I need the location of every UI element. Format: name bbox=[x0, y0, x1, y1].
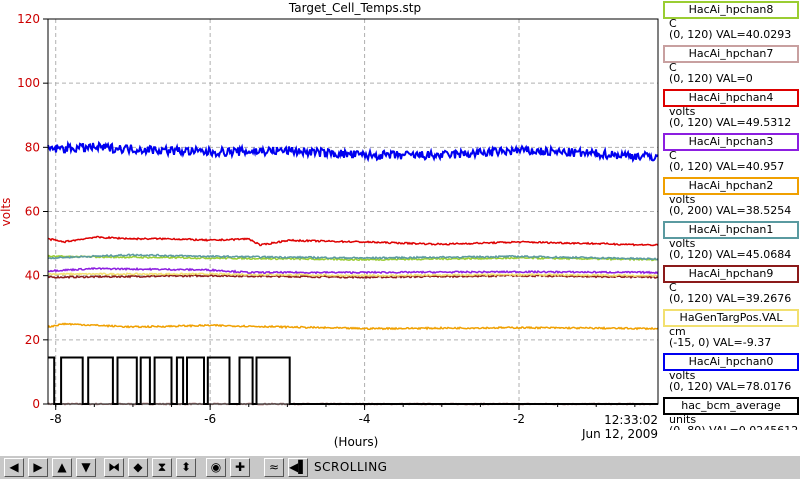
autoscale-icon[interactable]: ≈ bbox=[264, 458, 284, 477]
legend-range-value: (-15, 0) VAL=-9.37 bbox=[669, 336, 772, 349]
legend-range-value: (0, 120) VAL=45.0684 bbox=[669, 248, 792, 261]
x-tick-label: -6 bbox=[204, 412, 216, 426]
back-icon[interactable]: ◀▌ bbox=[288, 458, 308, 477]
y-tick-label: 100 bbox=[17, 76, 40, 90]
plot-frame bbox=[47, 18, 659, 405]
x-tick-label: -4 bbox=[359, 412, 371, 426]
scroll-down-icon[interactable]: ▼ bbox=[76, 458, 96, 477]
legend-label[interactable]: HacAi_hpchan9 bbox=[663, 265, 799, 283]
legend-item[interactable]: HaGenTargPos.VAL cm (-15, 0) VAL=-9.37 bbox=[661, 308, 800, 352]
series-layer bbox=[47, 140, 659, 407]
x-tick-label: -2 bbox=[513, 412, 525, 426]
legend-range-value: (0, 120) VAL=39.2676 bbox=[669, 292, 792, 305]
legend-label[interactable]: HacAi_hpchan8 bbox=[663, 1, 799, 19]
legend-item[interactable]: HacAi_hpchan9 C (0, 120) VAL=39.2676 bbox=[661, 264, 800, 308]
legend-unit: volts bbox=[669, 105, 696, 118]
zoom-out-x-icon[interactable]: ◆ bbox=[128, 458, 148, 477]
scroll-right-icon[interactable]: ▶ bbox=[28, 458, 48, 477]
legend: HacAi_hpchan8 C (0, 120) VAL=40.0293 HacAi_… bbox=[661, 0, 800, 430]
legend-label[interactable]: HacAi_hpchan4 bbox=[663, 89, 799, 107]
scroll-left-icon[interactable]: ◀ bbox=[4, 458, 24, 477]
legend-item[interactable]: HacAi_hpchan7 C (0, 120) VAL=0 bbox=[661, 44, 800, 88]
legend-range-value: (0, 120) VAL=0 bbox=[669, 72, 753, 85]
legend-label[interactable]: HacAi_hpchan1 bbox=[663, 221, 799, 239]
legend-range-value: (0, 120) VAL=40.957 bbox=[669, 160, 785, 173]
zoom-in-x-icon[interactable]: ⧓ bbox=[104, 458, 124, 477]
series-line-HacAi_hpchan9 bbox=[47, 273, 659, 280]
legend-range-value: (0, 120) VAL=78.0176 bbox=[669, 380, 792, 393]
zoom-out-y-icon[interactable]: ⬍ bbox=[176, 458, 196, 477]
y-tick-label: 80 bbox=[25, 140, 40, 154]
legend-label[interactable]: HacAi_hpchan0 bbox=[663, 353, 799, 371]
legend-label[interactable]: HacAi_hpchan3 bbox=[663, 133, 799, 151]
legend-item[interactable]: HacAi_hpchan4 volts (0, 120) VAL=49.5312 bbox=[661, 88, 800, 132]
y-tick-label: 0 bbox=[32, 397, 40, 411]
y-tick-label: 60 bbox=[25, 205, 40, 219]
y-tick-label: 20 bbox=[25, 333, 40, 347]
date-label: Jun 12, 2009 bbox=[581, 427, 658, 441]
legend-unit: cm bbox=[669, 325, 686, 338]
legend-label[interactable]: HaGenTargPos.VAL bbox=[663, 309, 799, 327]
legend-unit: volts bbox=[669, 193, 696, 206]
legend-item[interactable]: HacAi_hpchan3 C (0, 120) VAL=40.957 bbox=[661, 132, 800, 176]
legend-range-value: (0, 200) VAL=38.5254 bbox=[669, 204, 792, 217]
zoom-in-y-icon[interactable]: ⧗ bbox=[152, 458, 172, 477]
legend-label[interactable]: HacAi_hpchan2 bbox=[663, 177, 799, 195]
series-line-HacAi_hpchan1 bbox=[47, 253, 659, 261]
legend-item[interactable]: HacAi_hpchan1 volts (0, 120) VAL=45.0684 bbox=[661, 220, 800, 264]
timestamp-label: 12:33:02 bbox=[604, 413, 658, 427]
legend-label[interactable]: HacAi_hpchan7 bbox=[663, 45, 799, 63]
legend-range-value: (0, 80) VAL=0.0245612 bbox=[669, 425, 798, 431]
legend-unit: C bbox=[669, 17, 677, 30]
legend-label[interactable]: hac_bcm_average bbox=[663, 397, 799, 415]
legend-range-value: (0, 120) VAL=40.0293 bbox=[669, 28, 792, 41]
chart-title: Target_Cell_Temps.stp bbox=[288, 1, 421, 15]
series-line-HaGenTargPos.VAL bbox=[47, 272, 658, 278]
legend-item[interactable]: HacAi_hpchan8 C (0, 120) VAL=40.0293 bbox=[661, 0, 800, 44]
series-line-hac_bcm_average bbox=[48, 356, 658, 405]
y-axis-label: volts bbox=[0, 198, 13, 227]
settings-icon[interactable]: ◉ bbox=[206, 458, 226, 477]
legend-range-value: (0, 120) VAL=49.5312 bbox=[669, 116, 792, 129]
legend-unit: C bbox=[669, 61, 677, 74]
x-tick-label: -8 bbox=[50, 412, 62, 426]
legend-unit: C bbox=[669, 281, 677, 294]
scroll-up-icon[interactable]: ▲ bbox=[52, 458, 72, 477]
legend-unit: volts bbox=[669, 369, 696, 382]
chart-area: 0 20 40 60 80 100 120 -8 -6 -4 -2 Target_Cell_Temp… bbox=[0, 1, 659, 449]
scrolling-status: SCROLLING bbox=[314, 460, 388, 474]
x-axis-label: (Hours) bbox=[334, 435, 379, 449]
legend-unit: volts bbox=[669, 237, 696, 250]
add-icon[interactable]: ✚ bbox=[230, 458, 250, 477]
legend-item[interactable]: HacAi_hpchan0 volts (0, 120) VAL=78.0176 bbox=[661, 352, 800, 396]
grid-lines bbox=[48, 19, 658, 404]
legend-unit: C bbox=[669, 149, 677, 162]
series-line-HacAi_hpchan0 bbox=[47, 140, 659, 163]
toolbar: SCROLLING ◀ ▶ ▲ ▼ ⧓ ◆ ⧗ ⬍ ◉ ✚ ≈ ◀▌ bbox=[0, 455, 800, 479]
y-tick-label: 40 bbox=[25, 269, 40, 283]
legend-item[interactable]: HacAi_hpchan2 volts (0, 200) VAL=38.5254 bbox=[661, 176, 800, 220]
y-tick-label: 120 bbox=[17, 12, 40, 26]
series-line-HacAi_hpchan3 bbox=[47, 266, 659, 275]
legend-unit: units bbox=[669, 413, 697, 426]
series-line-HacAi_hpchan4 bbox=[47, 235, 659, 247]
axes: 0 20 40 60 80 100 120 -8 -6 -4 -2 bbox=[17, 12, 659, 426]
series-line-HacAi_hpchan8 bbox=[47, 254, 659, 262]
series-line-HacAi_hpchan2 bbox=[47, 322, 659, 331]
